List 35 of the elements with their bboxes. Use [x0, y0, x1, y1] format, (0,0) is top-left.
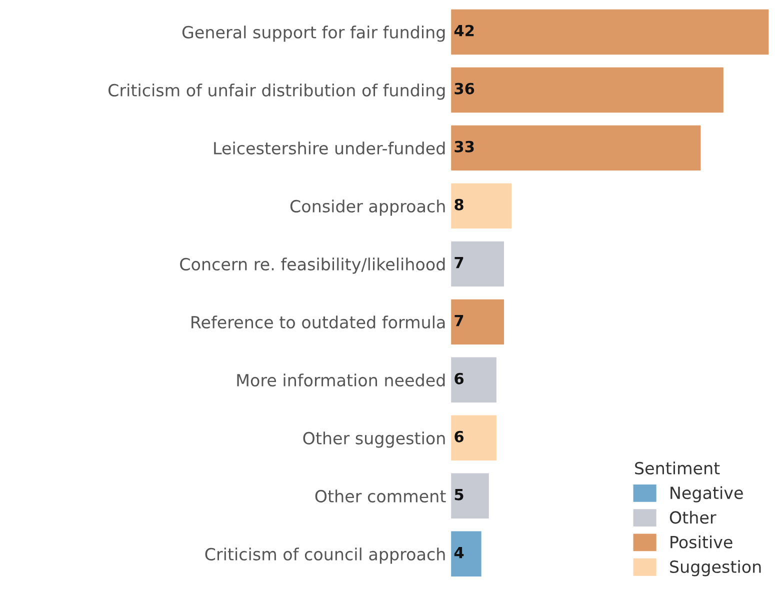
data-label: 8 [454, 198, 464, 210]
data-label: 6 [454, 430, 464, 442]
y-tick-label: Leicestershire under-funded [214, 142, 445, 155]
legend-title: Sentiment [635, 462, 720, 474]
bar [451, 299, 504, 345]
data-label: 5 [454, 489, 464, 500]
bar [451, 241, 504, 287]
bar [451, 183, 512, 229]
y-tick-label: More information needed [237, 374, 445, 386]
data-label: 36 [454, 82, 474, 94]
y-tick-label: Other comment [315, 490, 446, 502]
legend-label: Positive [670, 535, 732, 548]
legend-label: Suggestion [670, 560, 761, 576]
data-label: 42 [454, 24, 474, 36]
y-tick-label: Reference to outdated formula [192, 316, 445, 329]
y-tick-label: Criticism of council approach [205, 548, 445, 564]
legend-label: Negative [670, 486, 743, 502]
bar [451, 9, 769, 55]
data-label: 6 [454, 372, 464, 384]
legend-label: Other [670, 510, 716, 524]
y-tick-label: Consider approach [290, 200, 445, 216]
bar [451, 531, 482, 577]
y-tick-label: Concern re. feasibility/likelihood [180, 258, 445, 274]
y-tick-label: Other suggestion [303, 432, 445, 448]
bar [451, 473, 489, 519]
data-label: 7 [454, 315, 464, 326]
y-tick-label: Criticism of unfair distribution of funding [108, 84, 445, 100]
bar [451, 125, 701, 171]
data-label: 7 [454, 257, 464, 268]
bar [451, 415, 496, 461]
data-label: 4 [454, 547, 464, 558]
bar [451, 357, 496, 403]
bar [451, 67, 724, 113]
data-label: 33 [454, 140, 474, 152]
y-tick-label: General support for fair funding [182, 26, 445, 42]
